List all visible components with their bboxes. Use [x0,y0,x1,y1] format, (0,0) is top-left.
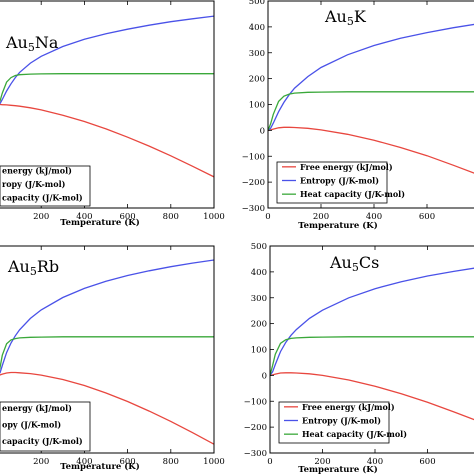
series-line-entropy [0,259,214,374]
y-tick-label: 0 [260,126,265,136]
series-line-heat-capacity [268,91,474,131]
panel-title: Au5K [324,7,367,28]
legend-label-free-energy: Free energy (kJ/mol) [302,402,395,412]
series-line-free-energy [0,103,214,178]
legend-label-free-energy: Free energy (kJ/mol) [300,162,393,172]
x-tick-label: 800 [163,212,179,222]
chart-panel-au5rb: 200 400 600 800 1000 Temperature (K) Au5Rb ener… [0,245,225,472]
x-tick-label: 0 [265,212,270,222]
series-line-heat-capacity [0,73,214,103]
panel-title: Au5Cs [329,253,379,274]
legend: energy (kJ/mol) ropy (J/K-mol) capacity (J… [0,165,91,207]
y-tick-label: −100 [244,397,267,407]
y-tick-label: 200 [249,75,265,85]
y-tick-label: 500 [251,242,267,252]
x-tick-label: 600 [419,212,435,222]
series-line-heat-capacity [270,336,474,376]
series-line-free-energy [268,126,474,174]
x-tick-label: 200 [313,212,329,222]
chart-panel-au5k: 020040060085004003002001000−100−200−300T… [242,0,474,231]
y-tick-label: 500 [249,0,265,7]
y-tick-label: −300 [242,204,265,214]
y-tick-label: −300 [244,449,267,459]
legend-box [278,401,390,444]
legend-label-heat-capacity: Heat capacity (J/K-mol) [300,189,405,199]
plot-frame [0,0,215,209]
legend-label-entropy: Entropy (J/K-mol) [300,176,379,186]
series-line-free-energy [270,372,474,421]
x-axis-label: Temperature (K) [298,464,377,474]
legend-label-free-energy: energy (kJ/mol) [2,403,72,413]
panel-title: Au5Rb [7,257,59,278]
legend-box [0,165,91,207]
legend-label-entropy: ropy (J/K-mol) [2,179,66,189]
series-line-entropy [0,15,214,105]
chart-panel-au5na: 200 400 600 800 1000 Temperature (K) Au5Na ener… [0,0,225,228]
legend-label-heat-capacity: capacity (J/K-mol) [2,192,83,202]
series-line-free-energy [0,371,214,445]
x-tick-label: 1000 [203,212,225,222]
chart-panel-au5cs: 020040060085004003002001000−100−200−300T… [244,242,474,474]
x-tick-label: 0 [267,457,272,467]
x-tick-label: 200 [33,212,49,222]
y-tick-label: 300 [251,294,267,304]
panel-title: Au5Na [5,33,59,54]
x-tick-label: 600 [119,457,135,467]
x-tick-label: 800 [163,457,179,467]
y-tick-label: 100 [251,346,267,356]
y-tick-label: −200 [244,423,267,433]
x-axis-label: Temperature (K) [60,217,139,228]
x-axis-label: Temperature (K) [60,461,139,472]
x-tick-label: 200 [33,457,49,467]
x-tick-label: 200 [314,457,330,467]
y-tick-label: −100 [242,152,265,162]
legend-label-free-energy: energy (kJ/mol) [2,166,72,176]
series-line-entropy [270,267,474,376]
y-tick-label: −200 [242,178,265,188]
y-tick-label: 200 [251,320,267,330]
legend-box [276,161,388,204]
y-tick-label: 100 [249,101,265,111]
legend: Free energy (kJ/mol) Entropy (J/K-mol) Hea… [276,161,405,204]
y-tick-label: 0 [262,371,267,381]
plot-frame [0,245,215,454]
x-tick-label: 600 [119,212,135,222]
x-tick-label: 1000 [203,457,225,467]
y-tick-label: 400 [249,23,265,33]
x-tick-label: 400 [76,212,92,222]
legend-label-heat-capacity: Heat capacity (J/K-mol) [302,429,407,439]
legend-label-heat-capacity: capacity (J/K-mol) [2,436,83,446]
x-tick-label: 400 [366,212,382,222]
series-line-heat-capacity [0,336,214,371]
y-tick-label: 300 [249,49,265,59]
x-tick-label: 600 [419,457,435,467]
legend-label-entropy: Entropy (J/K-mol) [302,416,381,426]
legend: energy (kJ/mol) opy (J/K-mol) capacity (J/… [0,401,91,452]
legend-box [0,401,91,452]
series-line-entropy [268,23,474,131]
y-tick-label: 400 [251,268,267,278]
x-tick-label: 400 [76,457,92,467]
legend: Free energy (kJ/mol) Entropy (J/K-mol) Hea… [278,401,407,444]
legend-label-entropy: opy (J/K-mol) [2,420,61,430]
x-axis-label: Temperature (K) [298,220,377,231]
x-tick-label: 400 [367,457,383,467]
